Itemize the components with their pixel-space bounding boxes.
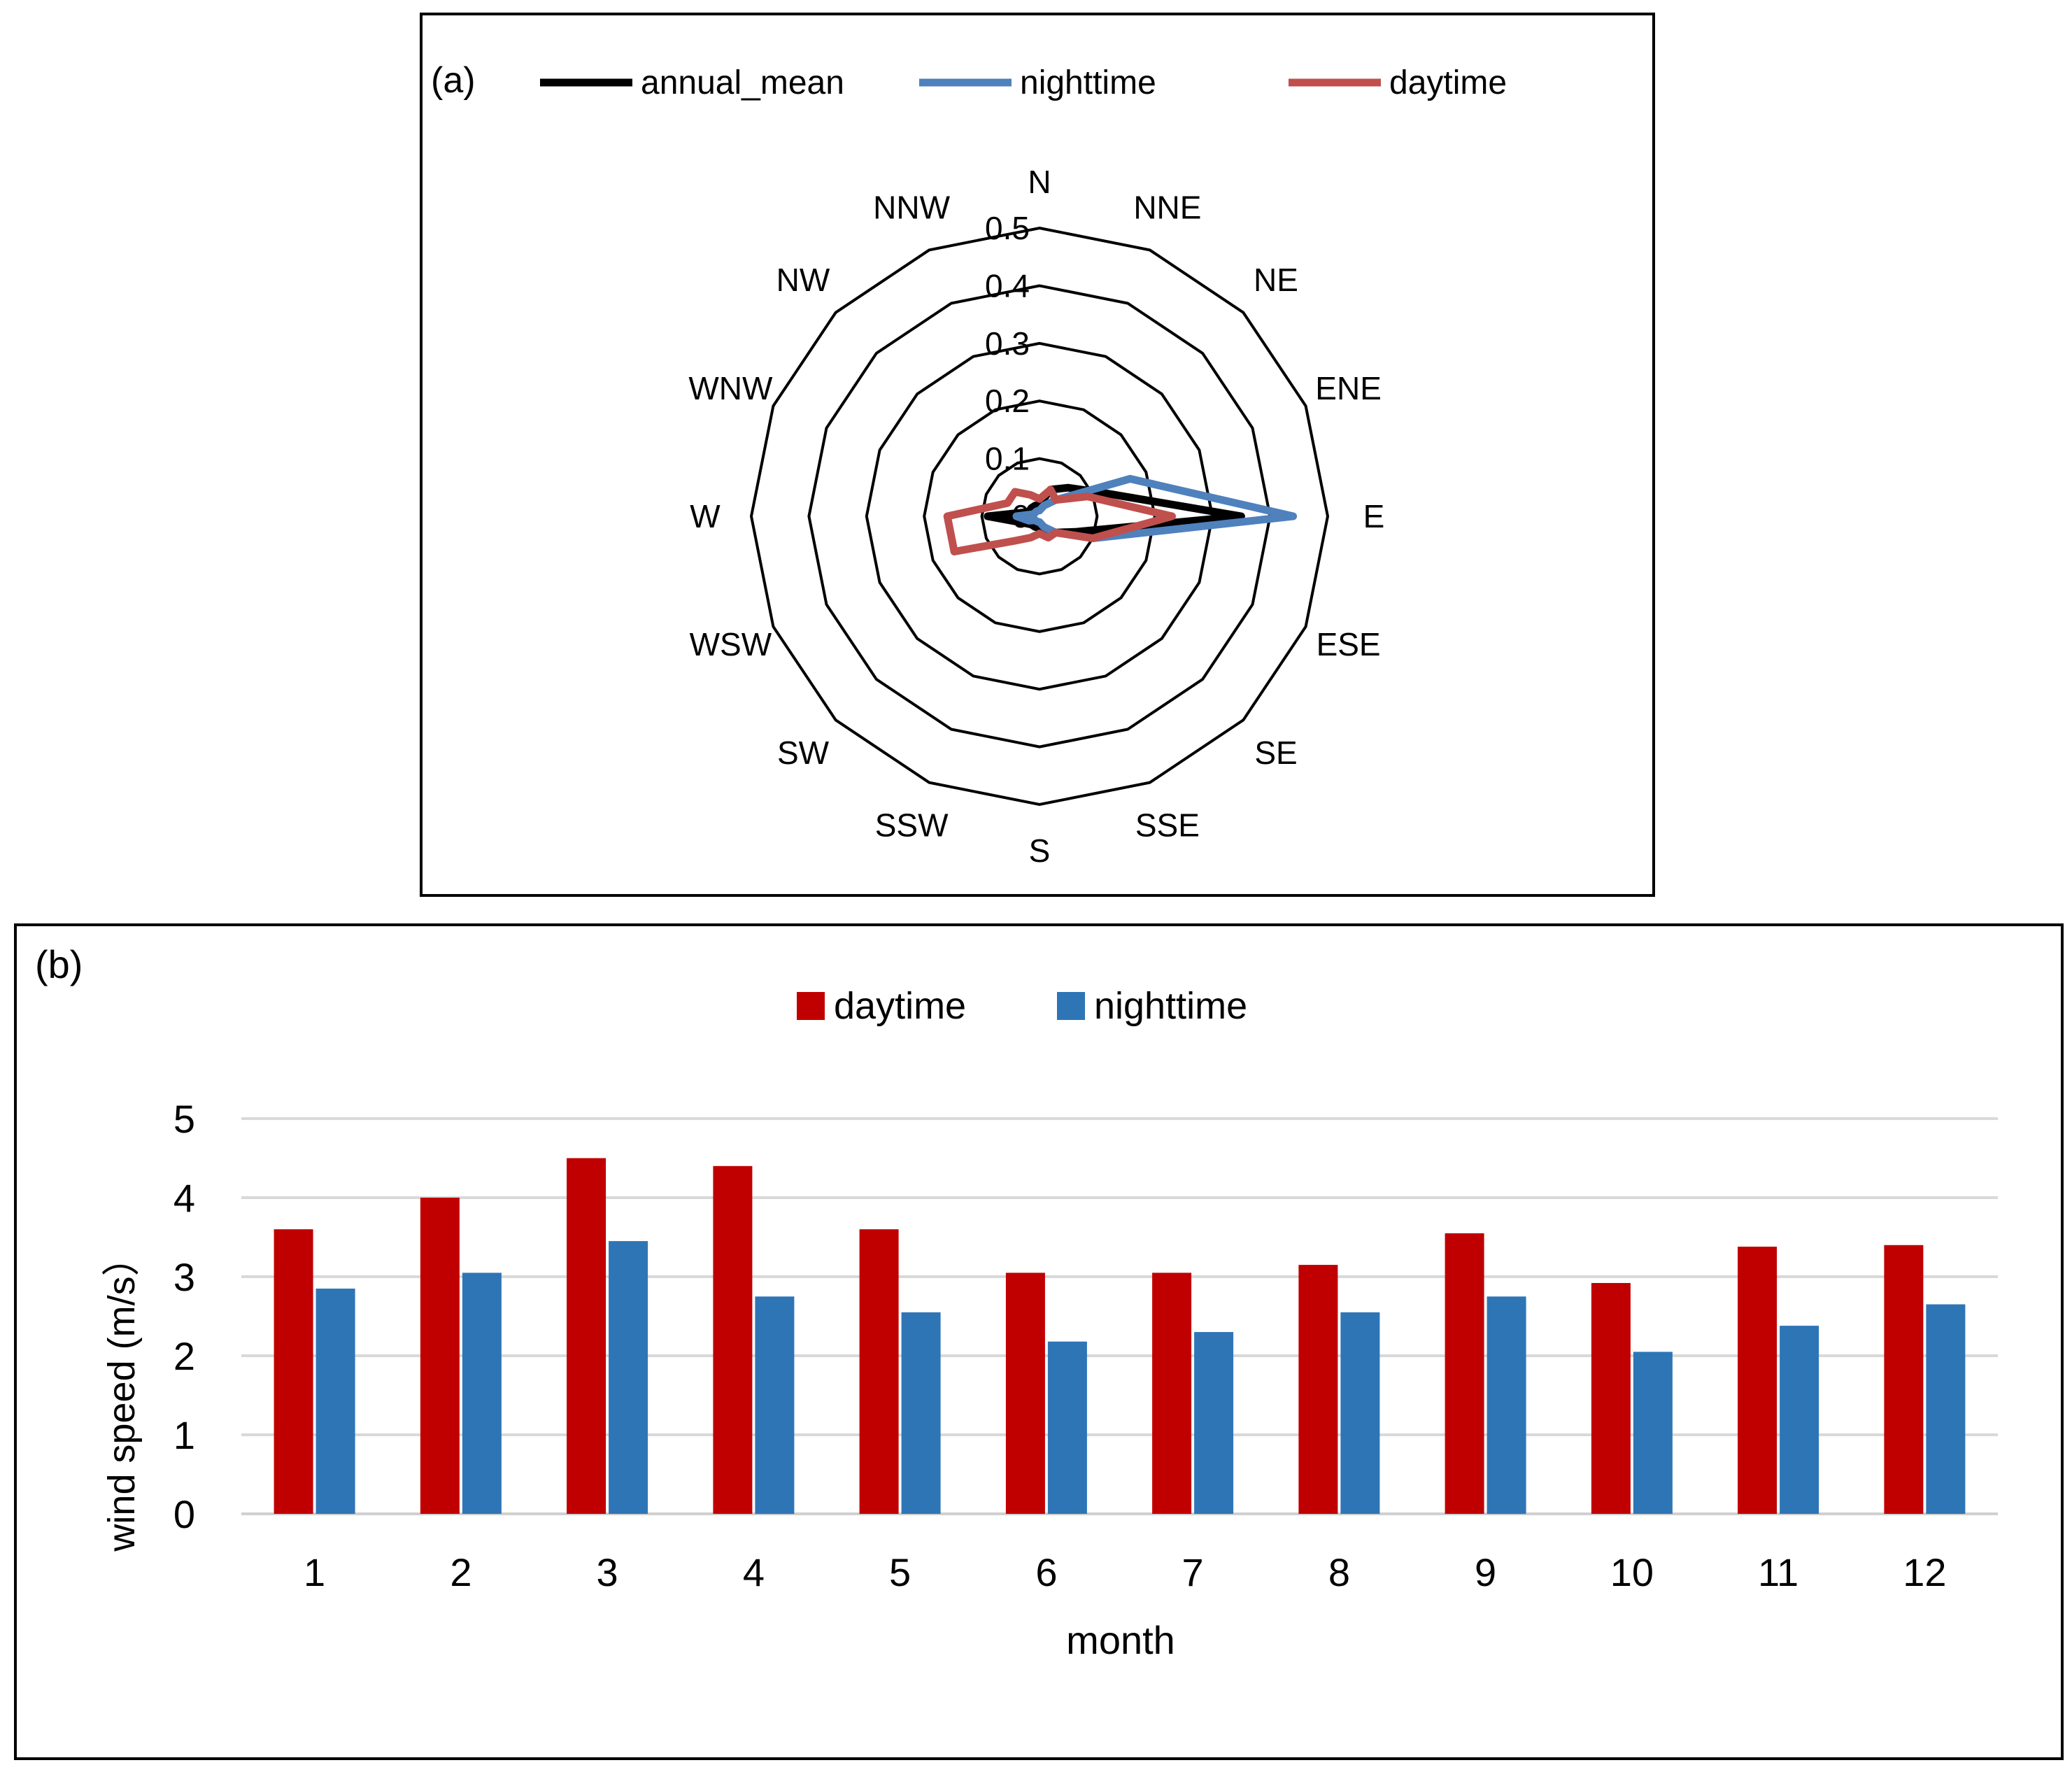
bar-nighttime <box>901 1312 941 1514</box>
radar-tick-label: 0.4 <box>985 267 1030 304</box>
radar-grid <box>749 226 1330 807</box>
radar-direction-label: N <box>1028 164 1051 200</box>
radar-tick-labels: 00.10.20.30.40.5 <box>985 210 1030 534</box>
y-tick-label: 0 <box>173 1492 195 1536</box>
bar-nighttime <box>1194 1332 1234 1514</box>
radar-chart-svg: (a) annual_mean nighttime daytime 00.10.… <box>431 60 1507 869</box>
bar-daytime <box>1738 1247 1777 1514</box>
y-tick-label: 1 <box>173 1413 195 1457</box>
radar-direction-label: W <box>690 498 721 534</box>
radar-direction-label: S <box>1029 832 1051 869</box>
legend-label-nighttime-b: nighttime <box>1094 985 1247 1027</box>
x-tick-label: 9 <box>1475 1550 1496 1594</box>
radar-ring <box>923 399 1156 633</box>
radar-series-daytime <box>943 485 1176 555</box>
bar-daytime <box>1152 1273 1192 1514</box>
legend-b: daytime nighttime <box>797 985 1247 1027</box>
radar-ring <box>807 284 1272 749</box>
x-tick-label: 1 <box>304 1550 325 1594</box>
panel-a-radar-chart: (a) annual_mean nighttime daytime 0 0.1 0.… <box>420 13 1655 897</box>
bar-daytime <box>859 1229 899 1514</box>
radar-direction-label: SE <box>1254 735 1297 771</box>
y-tick-label: 5 <box>173 1097 195 1141</box>
radar-direction-label: ENE <box>1315 370 1382 406</box>
bar-nighttime <box>315 1289 355 1514</box>
bar-nighttime <box>1486 1296 1526 1515</box>
radar-ring <box>865 341 1214 691</box>
radar-direction-label: NE <box>1254 262 1298 298</box>
radar-tick-label: 0.2 <box>985 383 1030 419</box>
x-tick-label: 12 <box>1903 1550 1946 1594</box>
x-tick-label: 2 <box>450 1550 471 1594</box>
x-tick-label: 10 <box>1610 1550 1654 1594</box>
bar-x-tick-labels: 1 2 3 4 5 6 7 8 9 10 11 12 <box>304 1550 1947 1594</box>
legend-label-annual-mean: annual_mean <box>641 64 844 101</box>
bar-daytime <box>274 1229 313 1514</box>
x-tick-label: 5 <box>889 1550 911 1594</box>
bar-daytime <box>1298 1265 1338 1514</box>
x-tick-label: 7 <box>1182 1550 1204 1594</box>
bar-marks <box>274 1158 1966 1515</box>
radar-direction-label: ESE <box>1317 626 1381 662</box>
radar-direction-label: WSW <box>690 626 772 662</box>
bar-nighttime <box>1340 1312 1380 1514</box>
bar-nighttime <box>1633 1352 1673 1514</box>
bar-nighttime <box>609 1241 648 1514</box>
bar-gridlines <box>241 1117 1998 1515</box>
radar-direction-label: SSE <box>1135 807 1200 844</box>
bar-daytime <box>1884 1245 1924 1514</box>
bar-daytime <box>567 1158 606 1514</box>
radar-direction-label: NNE <box>1133 189 1201 225</box>
panel-b-label: (b) <box>35 942 83 986</box>
y-tick-label: 4 <box>173 1176 195 1220</box>
x-tick-label: 6 <box>1035 1550 1057 1594</box>
legend-label-daytime: daytime <box>1389 64 1507 101</box>
radar-tick-label: 0.3 <box>985 325 1030 362</box>
y-tick-label: 3 <box>173 1255 195 1299</box>
bar-y-tick-labels: 0 1 2 3 4 5 <box>173 1097 195 1536</box>
legend-a: annual_mean nighttime daytime <box>540 64 1507 101</box>
x-tick-label: 11 <box>1758 1550 1798 1594</box>
radar-direction-label: SSW <box>875 807 949 844</box>
bar-daytime <box>1591 1283 1631 1514</box>
bar-daytime <box>420 1198 460 1514</box>
legend-swatch-daytime-b <box>797 992 825 1020</box>
radar-ring <box>749 226 1330 807</box>
radar-direction-label: WNW <box>688 370 773 406</box>
radar-direction-label: NW <box>776 262 830 298</box>
bar-nighttime <box>1047 1341 1087 1514</box>
legend-label-nighttime: nighttime <box>1020 64 1156 101</box>
x-axis-label: month <box>1066 1618 1175 1662</box>
radar-tick-label: 0.1 <box>985 441 1030 477</box>
y-tick-label: 2 <box>173 1334 195 1378</box>
y-axis-label: wind speed (m/s） <box>101 1238 143 1552</box>
x-tick-label: 3 <box>597 1550 618 1594</box>
legend-label-daytime-b: daytime <box>834 985 966 1027</box>
bar-nighttime <box>1926 1304 1966 1514</box>
radar-direction-label: SW <box>777 735 830 771</box>
x-tick-label: 8 <box>1328 1550 1350 1594</box>
bar-nighttime <box>462 1273 502 1514</box>
radar-direction-labels: N NNE NE ENE E ESE SE SSE S SSW SW WSW W WNW NW NNW <box>688 164 1384 869</box>
bar-daytime <box>713 1165 753 1514</box>
legend-swatch-nighttime-b <box>1057 992 1085 1020</box>
bar-daytime <box>1445 1233 1484 1514</box>
radar-series <box>943 474 1298 555</box>
radar-series-nighttime <box>1012 474 1298 542</box>
x-tick-label: 4 <box>743 1550 765 1594</box>
panel-a-label: (a) <box>431 60 476 101</box>
radar-direction-label: E <box>1363 498 1385 534</box>
bar-nighttime <box>755 1296 795 1515</box>
radar-direction-label: NNW <box>873 189 950 225</box>
radar-tick-label: 0.5 <box>985 210 1030 246</box>
bar-nighttime <box>1780 1326 1819 1514</box>
bar-daytime <box>1005 1273 1045 1514</box>
